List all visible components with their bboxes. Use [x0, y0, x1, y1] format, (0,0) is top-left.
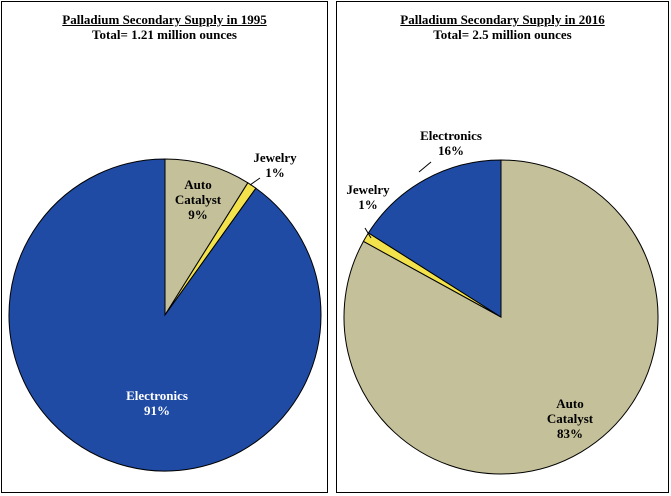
slice-percent-label: 91% — [144, 403, 170, 418]
slice-name-label: Catalyst — [547, 411, 594, 426]
slice-name-label: Auto — [184, 177, 211, 192]
chart-title: Palladium Secondary Supply in 2016 — [400, 12, 605, 27]
slice-name-label: Electronics — [126, 388, 188, 403]
chart-panel-2016: Palladium Secondary Supply in 2016 Total… — [336, 1, 669, 493]
leader-line-electronics — [418, 161, 432, 173]
slice-percent-label: 1% — [358, 197, 378, 212]
pie-chart-1995: Auto Catalyst 9% Jewelry 1% Electronics 91% — [8, 150, 322, 472]
chart-title: Palladium Secondary Supply in 1995 — [62, 12, 267, 27]
slice-label-electronics: Electronics 16% — [420, 128, 482, 158]
pie-chart-2016: Auto Catalyst 83% Jewelry 1% Electronics 16% — [343, 128, 659, 475]
leader-line-jewelry — [249, 177, 261, 186]
slice-name-label: Electronics — [420, 128, 482, 143]
slice-label-jewelry: Jewelry 1% — [346, 182, 390, 212]
slice-percent-label: 83% — [557, 426, 583, 441]
slice-name-label: Jewelry — [253, 150, 297, 165]
chart-subtitle: Total= 1.21 million ounces — [92, 27, 237, 42]
slice-name-label: Jewelry — [346, 182, 390, 197]
slice-label-jewelry: Jewelry 1% — [253, 150, 297, 180]
pie-slice-auto-catalyst — [164, 158, 249, 317]
slice-name-label: Catalyst — [175, 192, 222, 207]
leader-line-jewelry — [364, 227, 372, 239]
chart-subtitle: Total= 2.5 million ounces — [433, 27, 572, 42]
slice-percent-label: 9% — [188, 207, 208, 222]
slice-percent-label: 1% — [265, 165, 285, 180]
slice-percent-label: 16% — [438, 143, 464, 158]
chart-panel-1995: Palladium Secondary Supply in 1995 Total… — [1, 1, 328, 493]
slice-name-label: Auto — [556, 396, 583, 411]
slice-label-auto-catalyst: Auto Catalyst 83% — [547, 396, 594, 441]
slice-label-electronics: Electronics 91% — [126, 388, 188, 418]
pie-slice-electronics — [8, 158, 322, 472]
slice-label-auto-catalyst: Auto Catalyst 9% — [175, 177, 222, 222]
pie-slice-electronics — [367, 159, 502, 318]
